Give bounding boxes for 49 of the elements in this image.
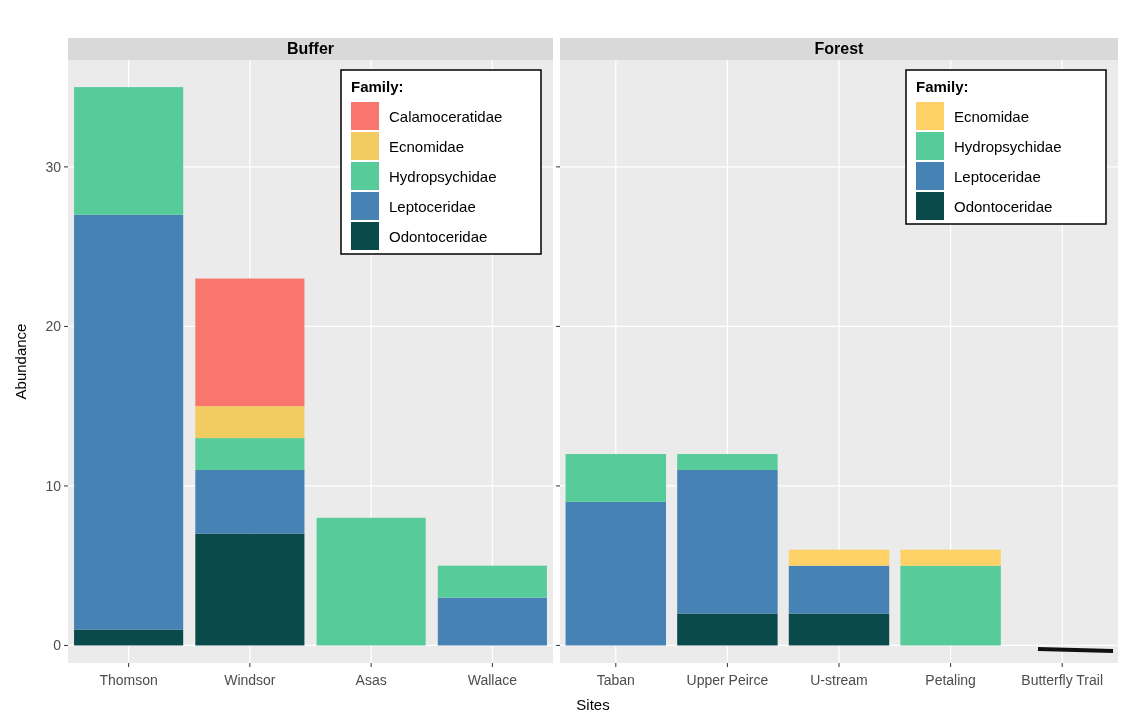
legend-label: Leptoceridae [954,168,1041,185]
bar [677,469,778,614]
legend-label: Hydropsychidae [389,168,497,185]
legend-label: Ecnomidae [954,108,1030,125]
legend-label: Ecnomidae [389,138,465,155]
bar [195,438,305,470]
x-tick-label: Upper Peirce [686,672,769,688]
y-axis-title: Abundance [12,323,29,400]
x-axis-title: Sites [576,696,610,713]
bar [788,549,890,566]
chart-title: Forest [814,40,865,57]
legend-label: Odontoceridae [954,198,1053,215]
legend-label: Hydropsychidae [954,138,1062,155]
x-tick-label: Asas [355,672,387,688]
bar [195,469,305,534]
y-tick-label: 0 [53,637,62,654]
bar [677,454,778,470]
bar [74,87,184,215]
bar [900,549,1001,566]
legend-title: Family: [351,78,404,95]
legend-label: Leptoceridae [389,198,476,215]
bar [195,533,305,646]
bar [316,517,426,646]
x-tick-label: Taban [596,672,635,688]
y-tick-label: 20 [45,318,62,335]
bar [437,565,547,598]
legend-label: Calamoceratidae [389,108,503,125]
y-tick-label: 10 [45,477,62,494]
bar [74,629,184,646]
y-tick-label: 30 [45,158,62,175]
bar [788,613,890,646]
bar [788,565,890,614]
bar [195,406,305,439]
legend-title: Family: [916,78,969,95]
chart-title: Buffer [286,40,335,57]
x-tick-label: Windsor [224,672,276,688]
bar [677,613,778,646]
legend-label: Odontoceridae [389,228,488,245]
bar [565,454,667,502]
x-tick-label: Butterfly Trail [1021,672,1104,688]
x-tick-label: U-stream [810,672,868,688]
x-tick-label: Thomson [99,672,158,688]
bar [900,565,1001,646]
bar [565,501,667,646]
x-tick-label: Wallace [467,672,518,688]
bar [195,278,305,407]
bar [437,597,547,646]
bar [74,214,184,630]
x-tick-label: Petaling [925,672,976,688]
